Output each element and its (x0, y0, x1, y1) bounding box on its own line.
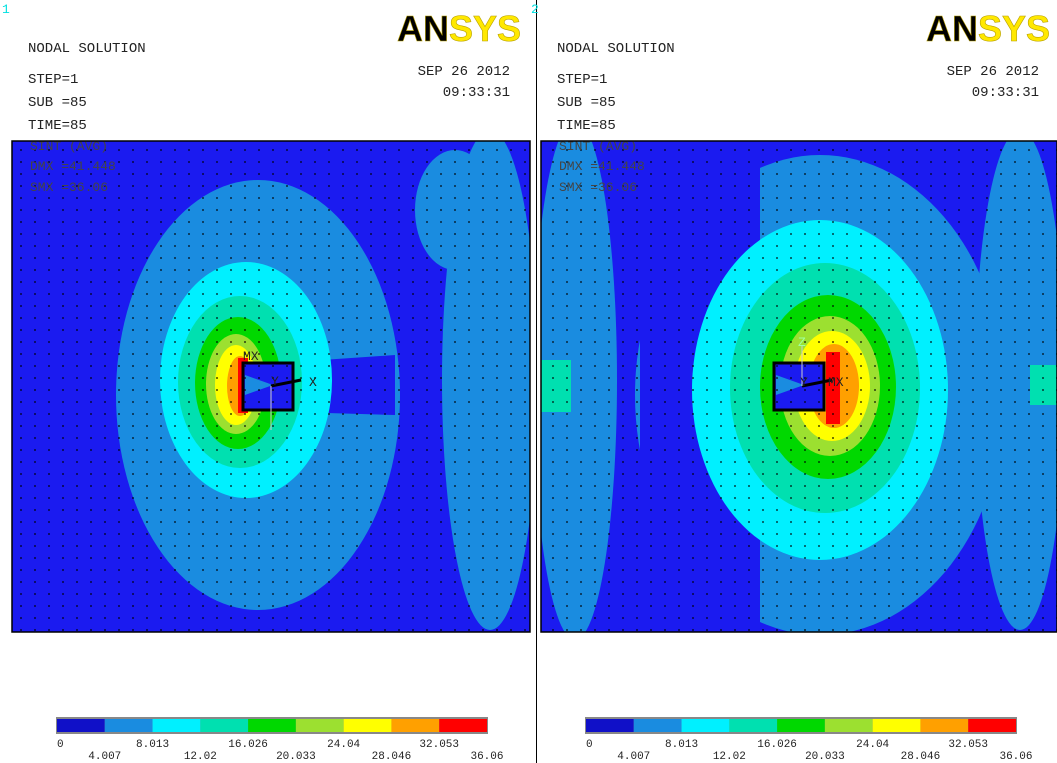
legend-swatch (248, 719, 296, 732)
marker-label: Y (271, 374, 279, 389)
legend-label: 0 (57, 739, 64, 751)
legend-swatch (873, 719, 921, 732)
marker-label: MX (243, 349, 259, 364)
marker-label: X (309, 375, 317, 390)
legend-label: 4.007 (617, 751, 650, 763)
legend-label: 12.02 (184, 751, 217, 763)
legend-swatch (729, 719, 777, 732)
ansys-logo: ANSYS (397, 8, 521, 49)
legend-swatch (968, 719, 1016, 732)
legend-label: 24.04 (856, 739, 889, 751)
date: SEP 26 2012 (947, 64, 1039, 80)
legend-label: 8.013 (136, 739, 169, 751)
step-info: TIME=85 (557, 118, 616, 134)
legend-label: 28.046 (901, 751, 941, 763)
time: 09:33:31 (972, 85, 1039, 101)
legend-label: 0 (586, 739, 593, 751)
heading: NODAL SOLUTION (28, 41, 146, 57)
legend-label: 36.06 (470, 751, 503, 763)
legend-swatch (682, 719, 730, 732)
window-number: 1 (2, 2, 10, 17)
step-info: STEP=1 (28, 72, 78, 88)
legend-swatch (200, 719, 248, 732)
legend-label: 28.046 (372, 751, 412, 763)
legend-swatch (57, 719, 105, 732)
step-info: SUB =85 (28, 95, 87, 111)
smx-label: SMX =36.06 (559, 180, 637, 195)
heading: NODAL SOLUTION (557, 41, 675, 57)
ansys-logo: ANSYS (926, 8, 1050, 49)
legend-label: 36.06 (999, 751, 1032, 763)
time: 09:33:31 (443, 85, 510, 101)
step-info: STEP=1 (557, 72, 607, 88)
legend-label: 12.02 (713, 751, 746, 763)
window-number: 2 (531, 2, 539, 17)
marker-label: Z (798, 335, 806, 350)
legend-swatch (153, 719, 201, 732)
legend-swatch (777, 719, 825, 732)
dmx-label: DMX =41.448 (559, 159, 645, 174)
marker-label: MX (828, 375, 844, 390)
marker-label: Y (800, 375, 808, 390)
mesh (541, 141, 1057, 632)
legend-label: 24.04 (327, 739, 360, 751)
smx-label: SMX =36.06 (30, 180, 108, 195)
screenshot: 1 ANSYS NODAL SOLUTION STEP=1 SUB =85 TIME=85… (0, 0, 1057, 763)
legend-swatch (391, 719, 439, 732)
legend-label: 8.013 (665, 739, 698, 751)
legend-swatch (296, 719, 344, 732)
legend-label: 32.053 (419, 739, 459, 751)
legend-label: 20.033 (276, 751, 316, 763)
date: SEP 26 2012 (418, 64, 510, 80)
step-info: TIME=85 (28, 118, 87, 134)
legend-label: 32.053 (948, 739, 988, 751)
step-info: SUB =85 (557, 95, 616, 111)
legend-swatch (825, 719, 873, 732)
legend-swatch (634, 719, 682, 732)
legend-label: 16.026 (228, 739, 268, 751)
legend-label: 20.033 (805, 751, 845, 763)
dmx-label: DMX =41.448 (30, 159, 116, 174)
legend-swatch (105, 719, 153, 732)
legend-swatch (344, 719, 392, 732)
legend-label: 4.007 (88, 751, 121, 763)
legend-label: 16.026 (757, 739, 797, 751)
legend-swatch (439, 719, 487, 732)
legend-swatch (586, 719, 634, 732)
legend-swatch (920, 719, 968, 732)
